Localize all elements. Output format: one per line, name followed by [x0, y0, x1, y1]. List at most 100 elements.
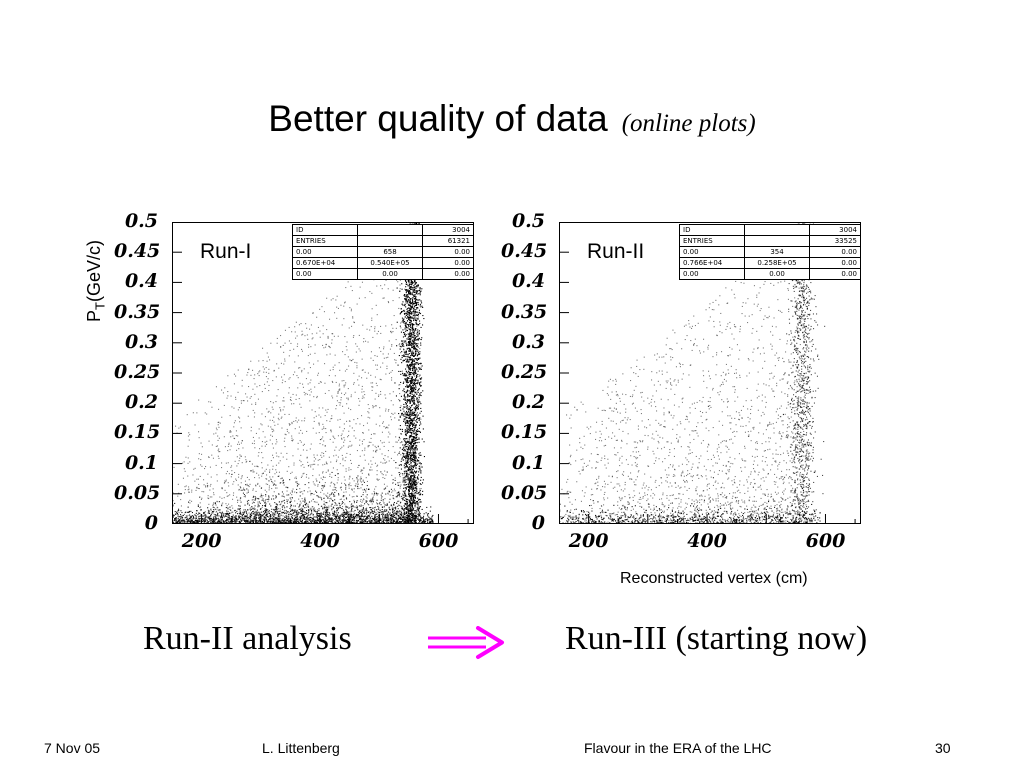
scatter-point	[249, 508, 251, 510]
scatter-point	[397, 519, 399, 521]
scatter-point	[404, 516, 406, 518]
scatter-point	[342, 465, 344, 467]
scatter-point	[341, 519, 343, 521]
scatter-point	[280, 409, 282, 411]
scatter-point	[227, 519, 229, 521]
scatter-point	[409, 460, 411, 462]
scatter-point	[204, 512, 206, 514]
scatter-point	[197, 478, 199, 480]
scatter-point	[259, 523, 261, 524]
scatter-point	[224, 520, 226, 522]
scatter-point	[263, 521, 265, 523]
scatter-point	[407, 338, 409, 340]
scatter-point	[269, 419, 271, 421]
scatter-point	[385, 509, 387, 511]
scatter-point	[206, 482, 208, 484]
scatter-point	[273, 416, 275, 418]
scatter-point	[275, 469, 277, 471]
scatter-point	[406, 412, 408, 414]
scatter-point	[177, 495, 179, 497]
scatter-point	[290, 342, 292, 344]
scatter-point	[408, 509, 410, 511]
scatter-point	[373, 433, 375, 435]
scatter-point	[254, 477, 256, 479]
scatter-point	[176, 512, 178, 514]
scatter-point	[207, 486, 209, 488]
scatter-point	[420, 289, 422, 291]
scatter-point	[399, 496, 401, 498]
scatter-point	[416, 506, 418, 508]
scatter-point	[397, 281, 399, 283]
scatter-point	[303, 511, 305, 513]
scatter-point	[228, 523, 230, 524]
scatter-point	[231, 505, 233, 507]
scatter-point	[254, 465, 256, 467]
scatter-point	[349, 494, 351, 496]
scatter-point	[307, 503, 309, 505]
scatter-point	[254, 513, 256, 515]
scatter-point	[228, 473, 230, 475]
scatter-point	[220, 516, 222, 518]
scatter-point	[416, 314, 418, 316]
scatter-point	[242, 511, 244, 513]
scatter-point	[258, 360, 260, 362]
scatter-point	[265, 478, 267, 480]
scatter-point	[320, 491, 322, 493]
scatter-point	[325, 432, 327, 434]
scatter-point	[402, 508, 404, 510]
scatter-point	[205, 466, 207, 468]
scatter-point	[320, 521, 322, 523]
scatter-point	[226, 495, 228, 497]
scatter-point	[413, 337, 415, 339]
scatter-point	[181, 523, 183, 524]
scatter-point	[377, 479, 379, 481]
scatter-point	[362, 479, 364, 481]
scatter-point	[403, 466, 405, 468]
scatter-point	[316, 512, 318, 514]
scatter-point	[416, 516, 418, 518]
scatter-point	[300, 517, 302, 519]
scatter-point	[410, 520, 412, 522]
scatter-point	[374, 516, 376, 518]
scatter-point	[278, 456, 280, 458]
scatter-point	[297, 377, 299, 379]
scatter-point	[221, 503, 223, 505]
scatter-point	[324, 515, 326, 517]
scatter-point	[417, 431, 419, 433]
scatter-point	[288, 511, 290, 513]
scatter-point	[336, 405, 338, 407]
scatter-point	[398, 384, 400, 386]
scatter-point	[420, 366, 422, 368]
scatter-point	[349, 515, 351, 517]
scatter-point	[219, 521, 221, 523]
scatter-point	[278, 475, 280, 477]
scatter-point	[409, 466, 411, 468]
scatter-point	[390, 521, 392, 523]
scatter-point	[238, 512, 240, 514]
scatter-point	[269, 476, 271, 478]
scatter-point	[267, 501, 269, 503]
scatter-point	[307, 505, 309, 507]
scatter-point	[279, 516, 281, 518]
scatter-point	[327, 337, 329, 339]
scatter-point	[258, 511, 260, 513]
scatter-point	[180, 516, 182, 518]
scatter-point	[399, 521, 401, 523]
scatter-point	[350, 396, 352, 398]
scatter-point	[185, 485, 187, 487]
scatter-point	[225, 473, 227, 475]
scatter-point	[412, 291, 414, 293]
scatter-point	[286, 502, 288, 504]
scatter-point	[295, 321, 297, 323]
scatter-point	[384, 284, 386, 286]
scatter-point	[369, 329, 371, 331]
scatter-point	[175, 517, 177, 519]
scatter-point	[258, 452, 260, 454]
scatter-point	[273, 521, 275, 523]
scatter-point	[367, 416, 369, 418]
scatter-point	[353, 335, 355, 337]
scatter-point	[321, 306, 323, 308]
scatter-point	[341, 433, 343, 435]
scatter-point	[233, 481, 235, 483]
scatter-point	[235, 519, 237, 521]
